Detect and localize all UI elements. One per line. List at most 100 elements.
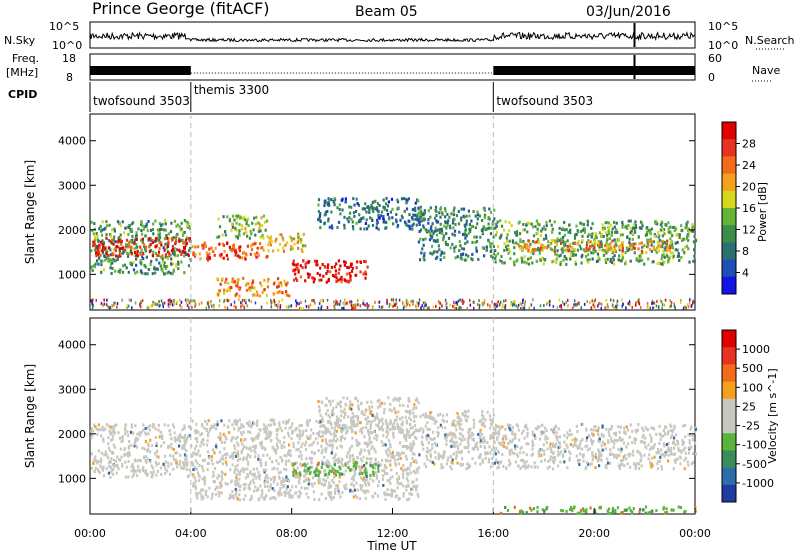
velocity-cell: [268, 435, 271, 439]
power-cell: [369, 216, 372, 220]
power-cell: [352, 227, 355, 231]
velocity-cell: [437, 413, 440, 417]
velocity-cell: [320, 400, 323, 404]
velocity-cell: [195, 444, 198, 448]
velocity-cell: [287, 434, 290, 438]
power-cell: [593, 246, 596, 250]
velocity-cell: [112, 425, 115, 429]
power-noise-cell: [580, 306, 582, 310]
velocity-cell: [411, 426, 414, 430]
power-cell: [621, 233, 625, 237]
velocity-cell: [92, 462, 95, 466]
power-cell: [608, 237, 611, 241]
power-cell: [659, 223, 662, 227]
power-noise-cell: [191, 305, 193, 309]
power-noise-cell: [342, 306, 344, 310]
velocity-cell: [412, 484, 415, 488]
velocity-cell: [453, 419, 456, 423]
power-noise-cell: [673, 302, 675, 306]
power-cell: [276, 291, 279, 295]
power-cell: [178, 248, 181, 252]
power-noise-cell: [212, 304, 214, 308]
power-cell: [424, 237, 427, 241]
velocity-cell: [440, 454, 443, 458]
power-noise-cell: [339, 299, 342, 303]
velocity-cell: [369, 461, 372, 465]
velocity-cell: [144, 427, 147, 430]
velocity-cell: [174, 439, 177, 443]
velocity-cell: [431, 438, 434, 442]
power-cell: [423, 251, 426, 255]
velocity-cell: [432, 430, 435, 434]
power-cell: [279, 290, 282, 294]
velocity-cell: [101, 468, 104, 472]
velocity-cell: [359, 469, 362, 473]
power-cell: [451, 232, 454, 236]
velocity-cell: [280, 443, 283, 447]
velocity-cell: [328, 444, 331, 448]
power-noise-cell: [663, 303, 666, 307]
power-noise-cell: [483, 301, 486, 305]
velocity-cell: [262, 427, 265, 431]
velocity-cell: [257, 470, 260, 474]
velocity-cell: [489, 418, 492, 422]
velocity-cell: [508, 426, 511, 430]
power-cell: [421, 247, 424, 251]
velocity-cell: [300, 457, 303, 461]
power-cell: [244, 257, 247, 261]
velocity-cell: [461, 457, 464, 461]
power-cell: [671, 243, 674, 247]
power-cell: [122, 250, 125, 254]
power-cell: [359, 227, 362, 231]
velocity-cell: [229, 468, 232, 472]
velocity-cell: [613, 454, 616, 457]
power-cell: [365, 210, 368, 214]
power-noise-cell: [616, 299, 619, 303]
power-noise-cell: [392, 301, 395, 305]
velocity-cell: [244, 494, 247, 498]
velocity-cell: [371, 405, 374, 409]
power-noise-cell: [463, 300, 465, 304]
power-cell: [686, 234, 689, 238]
power-cell: [296, 262, 299, 266]
power-cell: [136, 249, 139, 253]
velocity-cell: [253, 437, 256, 441]
colorbar-swatch: [722, 173, 736, 192]
power-cell: [277, 248, 280, 252]
power-noise-cell: [152, 300, 154, 304]
power-noise-cell: [109, 306, 112, 309]
velocity-cell: [213, 451, 216, 455]
velocity-cell: [336, 484, 339, 488]
power-cell: [470, 257, 473, 261]
power-cell: [638, 259, 642, 263]
velocity-cell: [318, 410, 321, 414]
velocity-cell: [191, 454, 194, 458]
velocity-cell: [202, 442, 205, 446]
power-noise-cell: [466, 307, 468, 311]
velocity-cell: [238, 457, 242, 461]
velocity-cell: [266, 453, 269, 457]
velocity-cell: [147, 432, 150, 436]
velocity-cell: [308, 456, 311, 460]
power-cell: [317, 198, 321, 202]
velocity-cell: [405, 488, 408, 492]
power-cell: [343, 215, 346, 219]
velocity-cell: [236, 468, 239, 472]
velocity-cell: [415, 398, 419, 402]
power-cell: [280, 284, 283, 288]
power-cell: [144, 234, 147, 238]
power-cell: [680, 237, 683, 241]
velocity-cell: [294, 427, 298, 431]
power-noise-cell: [446, 306, 448, 310]
power-cell: [432, 232, 435, 235]
velocity-cell: [326, 409, 329, 413]
power-cell: [152, 250, 155, 254]
velocity-cell: [334, 453, 337, 457]
power-noise-cell: [167, 302, 170, 306]
power-cell: [585, 247, 588, 250]
velocity-cell: [186, 475, 190, 479]
power-cell: [358, 213, 361, 217]
power-cell: [406, 199, 409, 202]
power-noise-cell: [171, 300, 173, 304]
power-cell: [607, 229, 610, 233]
